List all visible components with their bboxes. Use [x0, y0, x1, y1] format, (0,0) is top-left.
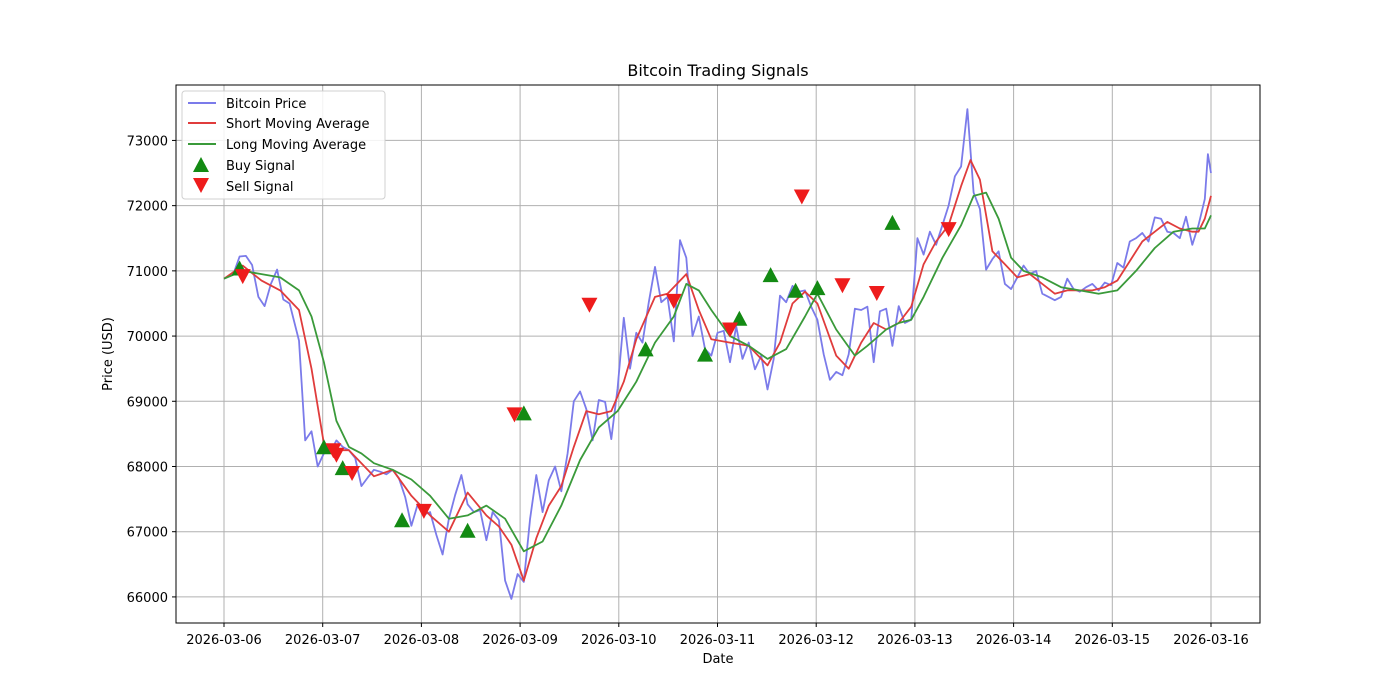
sell-signal-marker [344, 466, 361, 482]
legend-label-short-ma: Short Moving Average [226, 117, 370, 132]
y-tick-label: 66000 [127, 591, 168, 606]
sell-signal-marker [721, 322, 738, 338]
buy-signal-marker [884, 214, 901, 230]
x-tick-label: 2026-03-13 [877, 633, 953, 648]
sell-signal-marker [234, 269, 251, 285]
buy-signal-marker [334, 460, 351, 476]
y-tick-label: 68000 [127, 460, 168, 475]
y-tick-label: 69000 [127, 395, 168, 410]
y-tick-label: 72000 [127, 200, 168, 215]
legend: Bitcoin Price Short Moving Average Long … [181, 90, 386, 200]
y-tick-label: 71000 [127, 265, 168, 280]
buy-signal-marker [315, 439, 332, 455]
buy-signal-marker [515, 405, 532, 421]
legend-label-long-ma: Long Moving Average [226, 138, 366, 153]
x-axis-label: Date [702, 652, 733, 667]
sell-signal-marker [868, 286, 885, 302]
x-tick-label: 2026-03-15 [1075, 633, 1151, 648]
buy-signal-marker [697, 346, 714, 362]
sell-signal-marker [834, 278, 851, 294]
grid [176, 85, 1260, 623]
x-tick-label: 2026-03-11 [680, 633, 756, 648]
x-tick-label: 2026-03-08 [384, 633, 460, 648]
legend-sell-marker [193, 178, 209, 193]
x-tick-label: 2026-03-06 [186, 633, 262, 648]
x-tick-label: 2026-03-12 [778, 633, 854, 648]
sell-signal-marker [506, 407, 523, 423]
y-tick-label: 70000 [127, 330, 168, 345]
sell-signal-marker [940, 222, 957, 238]
legend-label-sell: Sell Signal [226, 180, 294, 195]
buy-signal-marker [809, 280, 826, 296]
chart-title: Bitcoin Trading Signals [627, 61, 808, 80]
sell-signal-marker [328, 447, 345, 463]
x-tick-label: 2026-03-07 [285, 633, 361, 648]
y-tick-label: 73000 [127, 134, 168, 149]
buy-signal-marker [637, 341, 654, 357]
buy-signal-marker [762, 267, 779, 283]
legend-box [181, 90, 386, 200]
x-tick-label: 2026-03-16 [1173, 633, 1249, 648]
sell-signal-marker [793, 189, 810, 205]
sell-signal-marker [415, 503, 432, 519]
sell-signal-marker [665, 293, 682, 309]
y-tick-label: 67000 [127, 526, 168, 541]
sell-signal-marker [581, 297, 598, 313]
x-tick-label: 2026-03-10 [581, 633, 657, 648]
legend-label-buy: Buy Signal [226, 159, 295, 174]
buy-signal-marker [459, 522, 476, 538]
buy-signal-marker [731, 310, 748, 326]
buy-signal-marker [394, 512, 411, 528]
y-axis-ticks: 66000 67000 68000 69000 70000 71000 72000 73000 [127, 134, 176, 606]
legend-label-price: Bitcoin Price [226, 97, 306, 112]
x-axis-ticks: 2026-03-06 2026-03-07 2026-03-08 2026-03-09… [186, 623, 1249, 648]
x-tick-label: 2026-03-09 [482, 633, 558, 648]
signal-markers [231, 189, 957, 538]
y-axis-label: Price (USD) [101, 317, 116, 391]
legend-buy-marker [193, 157, 209, 172]
x-tick-label: 2026-03-14 [976, 633, 1052, 648]
buy-signal-marker [787, 282, 804, 298]
